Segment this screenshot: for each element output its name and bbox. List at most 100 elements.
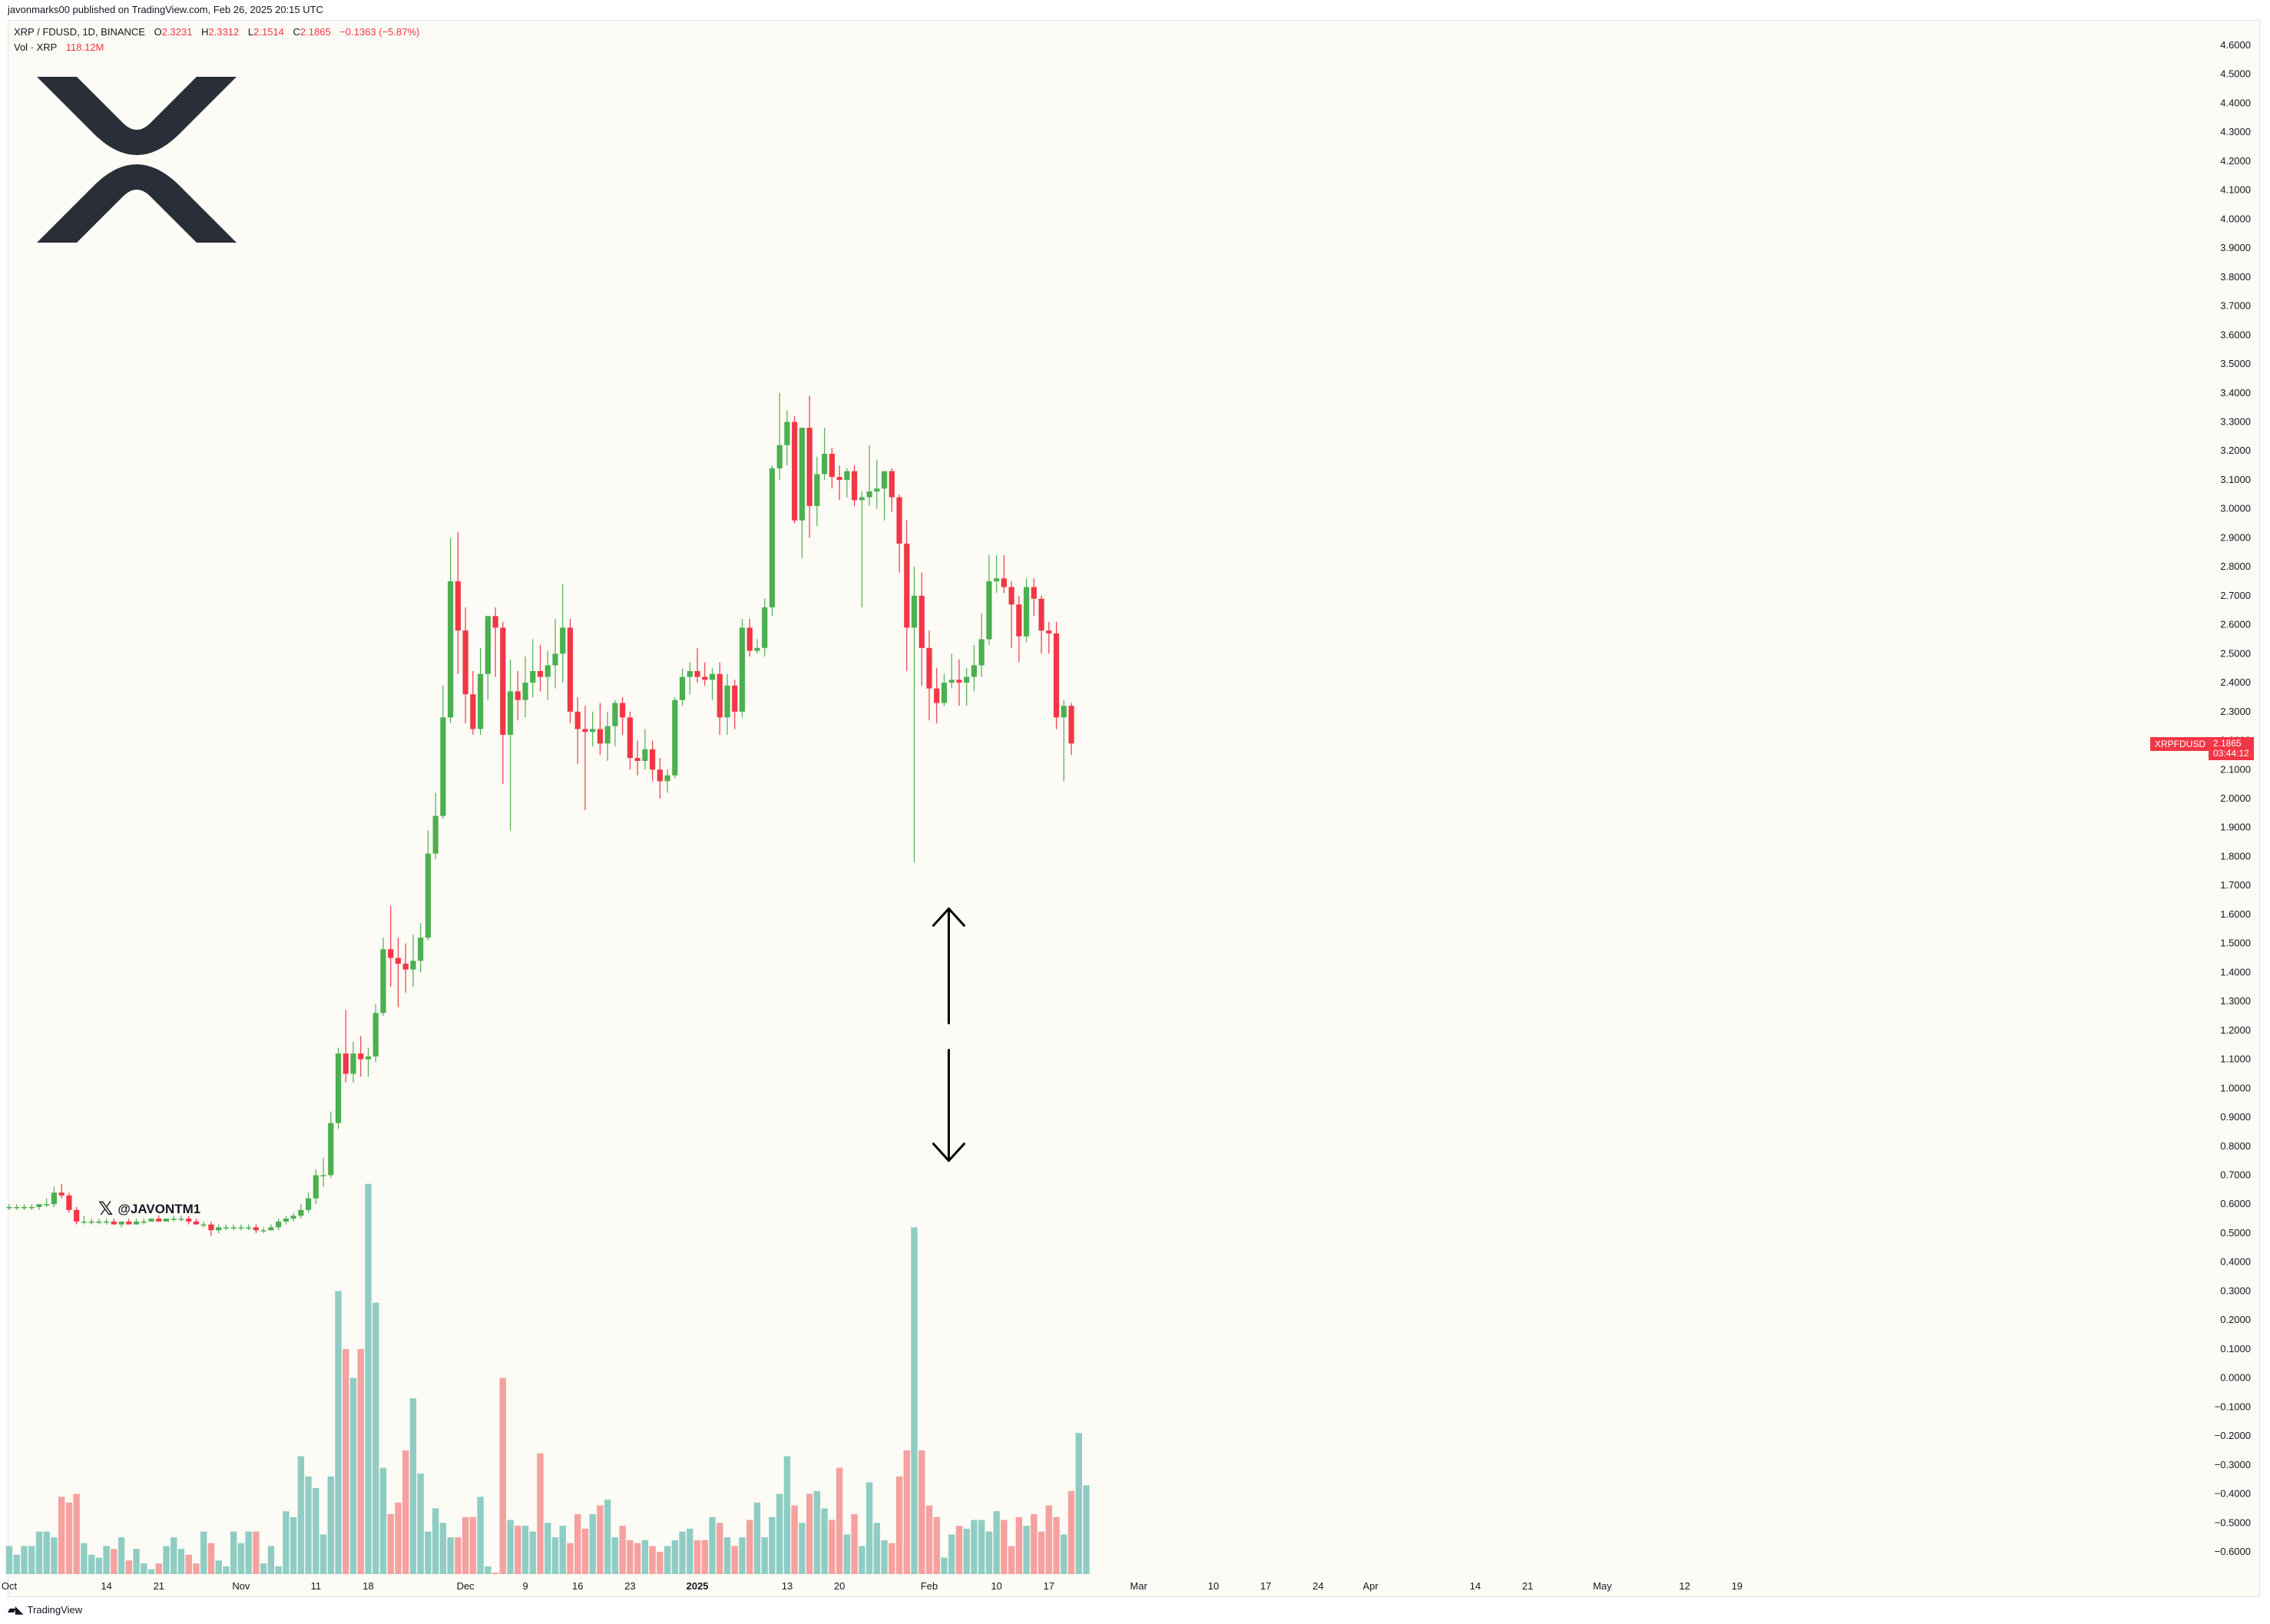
candle-body <box>1031 587 1037 599</box>
volume-bar <box>836 1468 842 1574</box>
volume-bar <box>126 1560 132 1574</box>
price-axis[interactable]: 4.6000 4.5000 4.4000 4.3000 4.2000 4.1000 4.00… <box>2215 39 2251 1557</box>
volume-bar <box>1076 1433 1082 1574</box>
candle-body <box>732 686 737 712</box>
legend-high-label: H <box>201 26 208 38</box>
volume-bar <box>14 1555 20 1574</box>
price-axis-label: 2.9000 <box>2220 531 2251 543</box>
candle-body <box>1068 706 1074 743</box>
time-axis-label: 23 <box>624 1580 635 1592</box>
price-axis-label: 0.9000 <box>2220 1111 2251 1123</box>
candle-body <box>298 1210 303 1216</box>
candle-body <box>119 1222 124 1225</box>
candle-body <box>882 471 887 489</box>
time-axis-label: Dec <box>457 1580 475 1592</box>
candle-body <box>96 1222 101 1223</box>
candle-body <box>582 729 587 732</box>
volume-bar <box>874 1523 880 1574</box>
candle-body <box>986 581 991 639</box>
price-axis-label: 2.4000 <box>2220 676 2251 688</box>
time-axis-label: 11 <box>311 1580 322 1592</box>
price-axis-label: 3.9000 <box>2220 242 2251 253</box>
candle-body <box>104 1222 109 1223</box>
candle-body <box>867 491 872 498</box>
candle-body <box>350 1053 356 1073</box>
price-axis-label: 0.3000 <box>2220 1285 2251 1296</box>
volume-bar <box>799 1523 805 1574</box>
candle-body <box>51 1192 57 1204</box>
volume-bar <box>769 1517 775 1574</box>
volume-bar <box>574 1514 581 1574</box>
volume-bar <box>88 1555 94 1574</box>
candle-body <box>665 776 670 782</box>
volume-bar <box>455 1537 461 1574</box>
candle-body <box>6 1207 12 1209</box>
candle-body <box>530 671 535 683</box>
candle-body <box>926 648 931 689</box>
time-axis-label: 18 <box>362 1580 373 1592</box>
candle-body <box>208 1225 213 1231</box>
candle-body <box>590 729 595 732</box>
candle-body <box>141 1222 147 1223</box>
volume-bar <box>193 1563 199 1574</box>
price-axis-label: −0.4000 <box>2215 1488 2251 1500</box>
candle-body <box>44 1204 49 1206</box>
candle-body <box>694 671 700 677</box>
price-axis-label: 3.3000 <box>2220 416 2251 428</box>
candle-body <box>126 1222 131 1225</box>
volume-bar <box>964 1529 970 1574</box>
price-axis-label: 3.4000 <box>2220 387 2251 399</box>
volume-bar <box>290 1517 296 1574</box>
footer-brand[interactable]: ▰◣ TradingView <box>8 1603 82 1616</box>
volume-bar <box>582 1529 588 1574</box>
volume-bar <box>440 1523 446 1574</box>
volume-bar <box>597 1506 603 1574</box>
volume-bar <box>21 1546 27 1574</box>
legend-volume: 118.12M <box>66 41 104 53</box>
volume-bar <box>851 1514 857 1574</box>
candle-body <box>642 749 647 761</box>
volume-bar <box>515 1526 521 1574</box>
volume-bar <box>410 1398 416 1574</box>
price-axis-label: 1.3000 <box>2220 995 2251 1007</box>
volume-bar <box>141 1563 147 1574</box>
volume-bar <box>365 1184 371 1574</box>
legend-close-label: C <box>293 26 300 38</box>
candle-body <box>328 1123 333 1176</box>
tradingview-logo-icon: ▰◣ <box>8 1603 23 1616</box>
volume-bar <box>500 1378 506 1574</box>
volume-bar <box>627 1540 633 1574</box>
volume-bar <box>230 1532 237 1574</box>
time-axis[interactable]: Oct 14 21 Nov 11 18 Dec 9 16 23 2025 13 20 Feb 10 17 Mar… <box>2 1580 1742 1592</box>
volume-bar <box>590 1514 596 1574</box>
volume-bar <box>178 1549 184 1574</box>
time-axis-label: Mar <box>1130 1580 1148 1592</box>
candle-body <box>687 671 693 677</box>
candle-body <box>1046 630 1051 633</box>
volume-bar <box>111 1549 117 1574</box>
candle-body <box>650 749 655 769</box>
time-axis-label: 12 <box>1679 1580 1690 1592</box>
candle-body <box>837 477 842 480</box>
candle-body <box>253 1227 259 1230</box>
price-axis-label: 1.1000 <box>2220 1053 2251 1065</box>
candle-body <box>410 961 415 969</box>
volume-bar <box>694 1540 700 1574</box>
volume-bar <box>926 1506 932 1574</box>
candle-body <box>81 1222 87 1223</box>
volume-bar <box>268 1546 274 1574</box>
candle-body <box>754 648 759 651</box>
volume-bar <box>1023 1526 1029 1574</box>
volume-bar <box>754 1503 760 1574</box>
volume-bar <box>425 1532 431 1574</box>
volume-bar <box>470 1517 476 1574</box>
candle-body <box>747 627 753 650</box>
legend-change: −0.1363 (−5.87%) <box>339 26 419 38</box>
volume-bar <box>679 1532 685 1574</box>
volume-bar <box>657 1552 663 1574</box>
price-axis-label: 1.7000 <box>2220 879 2251 891</box>
volume-bar <box>432 1508 438 1574</box>
candle-body <box>14 1207 19 1209</box>
candle-body <box>672 700 677 776</box>
